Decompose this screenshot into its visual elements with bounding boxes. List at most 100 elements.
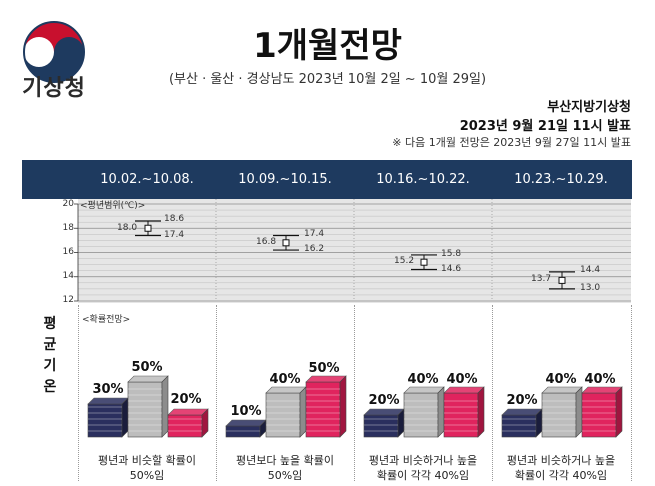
normal-stack — [265, 386, 307, 438]
week3-below-pct: 20% — [368, 393, 400, 408]
week3-desc: 평년과 비슷하거나 높을 확률이 각각 40%임 — [358, 453, 488, 483]
below-stack-side — [397, 408, 405, 438]
above-stack-top — [167, 408, 209, 416]
section-label-avg-temp: 평 균 기 온 — [40, 314, 60, 398]
normal-stack — [127, 375, 169, 438]
above-stack — [443, 386, 485, 438]
below-stack-top — [225, 419, 267, 427]
week1-normal-pct: 50% — [131, 360, 163, 375]
divider — [354, 305, 355, 481]
normal-stack-top — [127, 375, 169, 383]
prob-tag: <확률전망> — [82, 315, 131, 325]
week4-desc: 평년과 비슷하거나 높을 확률이 각각 40%임 — [496, 453, 626, 483]
normal-stack-front — [541, 392, 577, 438]
ytick-label: 20 — [62, 199, 74, 209]
desc-line: 확률이 각각 40%임 — [514, 469, 608, 482]
section-char: 평 — [43, 316, 57, 332]
above-stack-front — [305, 381, 341, 438]
ytick-label: 18 — [62, 223, 74, 233]
below-stack — [87, 397, 129, 438]
section-char: 기 — [43, 358, 57, 374]
above-stack-side — [201, 408, 209, 438]
week1-low-label: 17.4 — [164, 230, 185, 240]
week-header-1: 10.02.~10.08. — [100, 172, 194, 187]
range-chart-bg — [78, 199, 631, 303]
week2-low-label: 16.2 — [304, 244, 325, 254]
above-stack-top — [305, 375, 347, 383]
divider — [78, 305, 79, 481]
week2-normal-pct: 40% — [269, 372, 301, 387]
desc-line: 50%임 — [267, 469, 303, 482]
above-stack-front — [581, 392, 617, 438]
week-header-3: 10.16.~10.22. — [376, 172, 470, 187]
week1-high-label: 18.6 — [164, 214, 185, 224]
week2-below-pct: 10% — [230, 404, 262, 419]
section-char: 균 — [43, 337, 57, 353]
section-char: 온 — [43, 379, 57, 395]
normal-stack-top — [265, 386, 307, 394]
kma-logo — [23, 21, 85, 83]
page-subtitle: (부산 · 울산 · 경상남도 2023년 10월 2일 ~ 10월 29일) — [168, 72, 487, 87]
week2-high-label: 17.4 — [304, 229, 325, 239]
desc-line: 평년과 비슷하거나 높을 — [368, 454, 478, 467]
divider — [492, 305, 493, 481]
week3-low-label: 14.6 — [441, 264, 462, 274]
below-stack-side — [121, 397, 129, 438]
below-stack — [363, 408, 405, 438]
week2-desc: 평년보다 높을 확률이 50%임 — [220, 453, 350, 483]
week3-mean-label: 15.2 — [394, 256, 415, 266]
range-tag: <평년범위(℃)> — [80, 201, 146, 211]
week4-normal-pct: 40% — [545, 372, 577, 387]
week3-high-label: 15.8 — [441, 249, 462, 259]
below-stack-top — [363, 408, 405, 416]
above-stack-top — [443, 386, 485, 394]
issue-date: 2023년 9월 21일 11시 발표 — [459, 119, 631, 134]
desc-line: 50%임 — [129, 469, 165, 482]
page-title: 1개월전망 — [253, 26, 402, 66]
normal-stack-front — [265, 392, 301, 438]
above-stack-front — [167, 414, 203, 438]
week4-below-pct: 20% — [506, 393, 538, 408]
week-header-bar — [22, 160, 632, 199]
divider — [216, 305, 217, 481]
below-stack-top — [87, 397, 129, 405]
above-stack — [581, 386, 623, 438]
above-stack-side — [477, 386, 485, 438]
normal-stack-front — [127, 381, 163, 438]
ytick-label: 12 — [62, 295, 74, 305]
normal-stack-side — [575, 386, 583, 438]
above-stack-front — [443, 392, 479, 438]
week4-high-label: 14.4 — [580, 265, 601, 275]
below-stack-front — [87, 403, 123, 438]
above-stack-side — [615, 386, 623, 438]
desc-line: 평년보다 높을 확률이 — [235, 454, 335, 467]
week3-above-pct: 40% — [446, 372, 478, 387]
desc-line: 평년과 비슷하거나 높을 — [506, 454, 616, 467]
week-header-4: 10.23.~10.29. — [514, 172, 608, 187]
week1-mean-label: 18.0 — [117, 223, 138, 233]
normal-stack-top — [403, 386, 445, 394]
desc-line: 평년과 비슷할 확률이 — [97, 454, 197, 467]
above-stack-top — [581, 386, 623, 394]
normal-stack-front — [403, 392, 439, 438]
next-release-note: ※ 다음 1개월 전망은 2023년 9월 27일 11시 발표 — [392, 136, 631, 149]
above-stack — [167, 408, 209, 438]
below-stack — [225, 419, 267, 438]
week1-above-pct: 20% — [170, 392, 202, 407]
normal-stack-side — [437, 386, 445, 438]
normal-stack — [403, 386, 445, 438]
week4-mean-label: 13.7 — [531, 274, 552, 284]
below-stack-front — [225, 425, 261, 438]
normal-stack-top — [541, 386, 583, 394]
week1-below-pct: 30% — [92, 382, 124, 397]
week-header-2: 10.09.~10.15. — [238, 172, 332, 187]
above-stack-side — [339, 375, 347, 438]
below-stack-side — [259, 419, 267, 438]
below-stack-front — [501, 414, 537, 438]
agency-name: 기상청 — [22, 76, 86, 101]
ytick-label: 14 — [62, 271, 74, 281]
issuer: 부산지방기상청 — [547, 100, 631, 115]
ytick-label: 16 — [62, 247, 74, 257]
below-stack-side — [535, 408, 543, 438]
above-stack — [305, 375, 347, 438]
